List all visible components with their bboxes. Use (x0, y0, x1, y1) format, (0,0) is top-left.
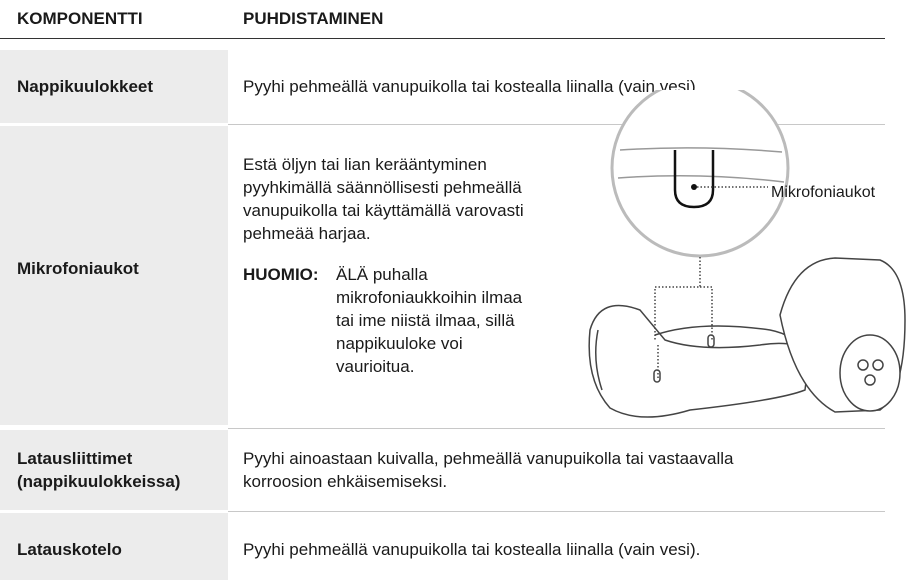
note: ÄLÄ puhalla mikrofoniaukkoihin ilmaa tai… (336, 265, 523, 376)
header-rule (0, 38, 885, 39)
row-bg (0, 430, 228, 510)
illustration (588, 90, 906, 418)
cleaning: Estä öljyn tai lian kerääntyminen pyyhki… (243, 155, 524, 243)
callout-label: Mikrofoniaukot (771, 184, 876, 201)
row-separator (228, 428, 885, 429)
row-bg (0, 50, 228, 123)
column-header: PUHDISTAMINEN (243, 9, 384, 28)
row-separator (228, 124, 885, 125)
component: Mikrofoniaukot (17, 259, 139, 278)
note-label: HUOMIO: (243, 265, 319, 284)
component: Latauskotelo (17, 540, 122, 559)
cleaning: Pyyhi pehmeällä vanupuikolla tai kosteal… (243, 77, 701, 96)
cleaning: Pyyhi pehmeällä vanupuikolla tai kosteal… (243, 540, 701, 559)
row-separator (228, 511, 885, 512)
component: Nappikuulokkeet (17, 77, 154, 96)
row-bg (0, 126, 228, 425)
cleaning: Pyyhi ainoastaan kuivalla, pehmeällä van… (243, 449, 734, 491)
row-bg (0, 513, 228, 580)
component: Latausliittimet (nappikuulokkeissa) (17, 449, 181, 491)
column-header: KOMPONENTTI (17, 9, 143, 28)
